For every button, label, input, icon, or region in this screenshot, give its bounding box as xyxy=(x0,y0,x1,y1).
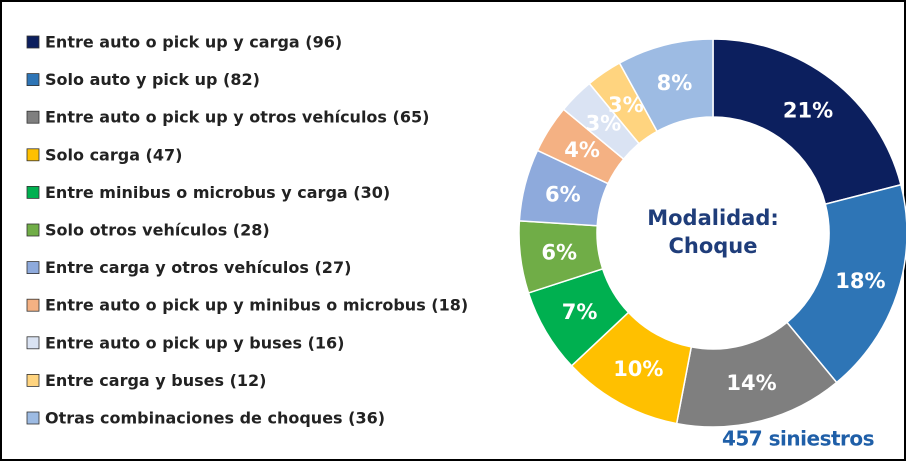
legend-label: Solo otros vehículos (28) xyxy=(45,221,270,240)
legend-label: Entre carga y otros vehículos (27) xyxy=(45,258,351,277)
data-label: 6% xyxy=(545,182,581,206)
legend-swatch xyxy=(26,35,40,49)
data-label: 8% xyxy=(657,71,693,95)
data-label: 3% xyxy=(586,111,622,135)
data-label: 6% xyxy=(541,240,577,264)
donut-slice xyxy=(712,38,902,206)
data-label: 4% xyxy=(564,138,600,162)
legend-label: Solo auto y pick up (82) xyxy=(45,70,260,89)
legend-label: Entre carga y buses (12) xyxy=(45,371,266,390)
data-label: 7% xyxy=(562,300,598,324)
legend-swatch xyxy=(26,73,40,86)
data-label: 14% xyxy=(726,371,776,395)
legend-swatch xyxy=(26,148,40,162)
center-text: Choque xyxy=(668,234,757,258)
data-label: 18% xyxy=(835,269,885,293)
center-text: Modalidad: xyxy=(647,206,779,230)
donut-slice xyxy=(618,38,714,133)
legend-swatch xyxy=(26,261,40,275)
legend-swatch xyxy=(26,336,40,350)
legend-swatch xyxy=(26,411,40,425)
legend-label: Entre auto o pick up y otros vehículos (… xyxy=(45,108,429,127)
legend-swatch xyxy=(26,185,40,199)
data-label: 21% xyxy=(783,99,833,123)
legend-swatch xyxy=(26,223,40,237)
legend-label: Solo carga (47) xyxy=(45,145,182,164)
annotation: 457 siniestros xyxy=(722,427,874,451)
legend-swatch xyxy=(26,298,40,312)
legend-swatch xyxy=(26,110,40,124)
legend-label: Entre auto o pick up y minibus o microbu… xyxy=(45,296,468,315)
legend-swatch xyxy=(26,373,40,387)
legend-label: Entre minibus o microbus y carga (30) xyxy=(45,183,390,202)
legend-label: Entre auto o pick up y buses (16) xyxy=(45,333,345,352)
legend-label: Otras combinaciones de choques (36) xyxy=(45,409,385,428)
legend-label: Entre auto o pick up y carga (96) xyxy=(45,33,342,52)
data-label: 10% xyxy=(613,357,663,381)
